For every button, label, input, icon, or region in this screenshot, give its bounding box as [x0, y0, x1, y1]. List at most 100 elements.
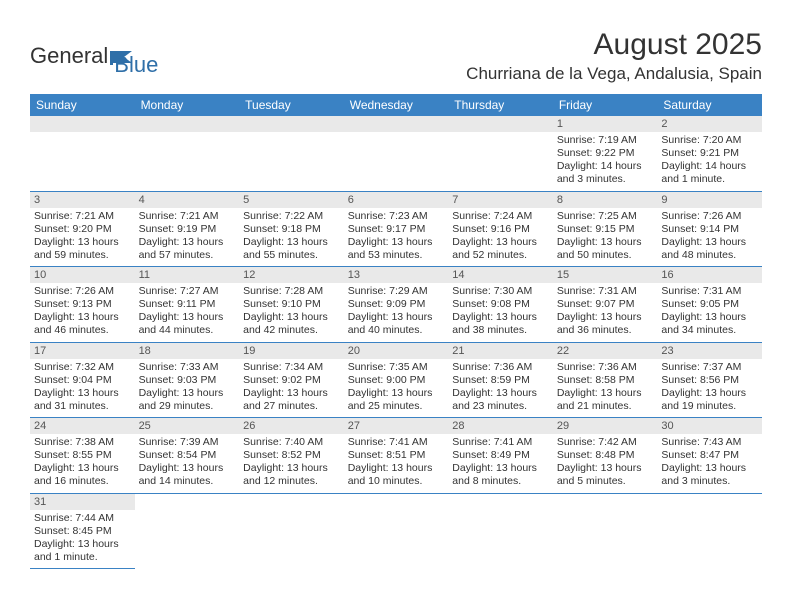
- daylight-line: Daylight: 13 hours and 36 minutes.: [557, 311, 654, 337]
- day-number: 16: [657, 267, 762, 283]
- sunrise-line: Sunrise: 7:21 AM: [139, 210, 236, 223]
- daylight-line: Daylight: 13 hours and 38 minutes.: [452, 311, 549, 337]
- day-details: Sunrise: 7:24 AMSunset: 9:16 PMDaylight:…: [448, 208, 553, 267]
- daylight-line: Daylight: 13 hours and 59 minutes.: [34, 236, 131, 262]
- day-cell: 18Sunrise: 7:33 AMSunset: 9:03 PMDayligh…: [135, 343, 240, 419]
- sunset-line: Sunset: 9:16 PM: [452, 223, 549, 236]
- day-details: Sunrise: 7:36 AMSunset: 8:58 PMDaylight:…: [553, 359, 658, 418]
- day-number: 25: [135, 418, 240, 434]
- day-number: 5: [239, 192, 344, 208]
- day-number: 24: [30, 418, 135, 434]
- logo-text-general: General: [30, 43, 108, 69]
- empty-cell: [344, 116, 449, 192]
- sunset-line: Sunset: 9:19 PM: [139, 223, 236, 236]
- dow-header: Thursday: [448, 94, 553, 116]
- day-cell: 27Sunrise: 7:41 AMSunset: 8:51 PMDayligh…: [344, 418, 449, 494]
- sunset-line: Sunset: 9:04 PM: [34, 374, 131, 387]
- day-details: Sunrise: 7:22 AMSunset: 9:18 PMDaylight:…: [239, 208, 344, 267]
- day-cell: 24Sunrise: 7:38 AMSunset: 8:55 PMDayligh…: [30, 418, 135, 494]
- daylight-line: Daylight: 13 hours and 48 minutes.: [661, 236, 758, 262]
- day-details: Sunrise: 7:32 AMSunset: 9:04 PMDaylight:…: [30, 359, 135, 418]
- sunrise-line: Sunrise: 7:41 AM: [452, 436, 549, 449]
- dow-header: Friday: [553, 94, 658, 116]
- sunrise-line: Sunrise: 7:28 AM: [243, 285, 340, 298]
- sunset-line: Sunset: 8:45 PM: [34, 525, 131, 538]
- day-details: Sunrise: 7:25 AMSunset: 9:15 PMDaylight:…: [553, 208, 658, 267]
- daylight-line: Daylight: 14 hours and 3 minutes.: [557, 160, 654, 186]
- sunrise-line: Sunrise: 7:37 AM: [661, 361, 758, 374]
- day-details: Sunrise: 7:37 AMSunset: 8:56 PMDaylight:…: [657, 359, 762, 418]
- sunset-line: Sunset: 8:55 PM: [34, 449, 131, 462]
- daylight-line: Daylight: 13 hours and 44 minutes.: [139, 311, 236, 337]
- sunset-line: Sunset: 8:59 PM: [452, 374, 549, 387]
- sunrise-line: Sunrise: 7:39 AM: [139, 436, 236, 449]
- daylight-line: Daylight: 13 hours and 31 minutes.: [34, 387, 131, 413]
- day-details: Sunrise: 7:44 AMSunset: 8:45 PMDaylight:…: [30, 510, 135, 569]
- day-details: Sunrise: 7:27 AMSunset: 9:11 PMDaylight:…: [135, 283, 240, 342]
- day-details: Sunrise: 7:40 AMSunset: 8:52 PMDaylight:…: [239, 434, 344, 493]
- day-number: 10: [30, 267, 135, 283]
- dow-header: Sunday: [30, 94, 135, 116]
- sunrise-line: Sunrise: 7:31 AM: [661, 285, 758, 298]
- sunset-line: Sunset: 9:18 PM: [243, 223, 340, 236]
- sunrise-line: Sunrise: 7:44 AM: [34, 512, 131, 525]
- sunset-line: Sunset: 9:13 PM: [34, 298, 131, 311]
- sunrise-line: Sunrise: 7:19 AM: [557, 134, 654, 147]
- day-cell: 6Sunrise: 7:23 AMSunset: 9:17 PMDaylight…: [344, 192, 449, 268]
- day-details: Sunrise: 7:21 AMSunset: 9:20 PMDaylight:…: [30, 208, 135, 267]
- day-cell: 8Sunrise: 7:25 AMSunset: 9:15 PMDaylight…: [553, 192, 658, 268]
- sunset-line: Sunset: 9:02 PM: [243, 374, 340, 387]
- daylight-line: Daylight: 13 hours and 14 minutes.: [139, 462, 236, 488]
- sunrise-line: Sunrise: 7:24 AM: [452, 210, 549, 223]
- daylight-line: Daylight: 13 hours and 34 minutes.: [661, 311, 758, 337]
- sunset-line: Sunset: 8:58 PM: [557, 374, 654, 387]
- daylight-line: Daylight: 13 hours and 25 minutes.: [348, 387, 445, 413]
- day-details: Sunrise: 7:33 AMSunset: 9:03 PMDaylight:…: [135, 359, 240, 418]
- day-cell: 15Sunrise: 7:31 AMSunset: 9:07 PMDayligh…: [553, 267, 658, 343]
- day-details: Sunrise: 7:41 AMSunset: 8:51 PMDaylight:…: [344, 434, 449, 493]
- sunset-line: Sunset: 9:08 PM: [452, 298, 549, 311]
- sunrise-line: Sunrise: 7:36 AM: [452, 361, 549, 374]
- sunrise-line: Sunrise: 7:41 AM: [348, 436, 445, 449]
- dow-header: Tuesday: [239, 94, 344, 116]
- empty-cell: [135, 116, 240, 192]
- day-number: 27: [344, 418, 449, 434]
- day-details: Sunrise: 7:19 AMSunset: 9:22 PMDaylight:…: [553, 132, 658, 191]
- day-number: 20: [344, 343, 449, 359]
- day-cell: 23Sunrise: 7:37 AMSunset: 8:56 PMDayligh…: [657, 343, 762, 419]
- dow-header: Wednesday: [344, 94, 449, 116]
- sunrise-line: Sunrise: 7:30 AM: [452, 285, 549, 298]
- location: Churriana de la Vega, Andalusia, Spain: [466, 64, 762, 84]
- day-number: 8: [553, 192, 658, 208]
- dow-header: Saturday: [657, 94, 762, 116]
- day-details: Sunrise: 7:26 AMSunset: 9:14 PMDaylight:…: [657, 208, 762, 267]
- sunrise-line: Sunrise: 7:23 AM: [348, 210, 445, 223]
- sunset-line: Sunset: 9:14 PM: [661, 223, 758, 236]
- daylight-line: Daylight: 13 hours and 12 minutes.: [243, 462, 340, 488]
- sunset-line: Sunset: 9:05 PM: [661, 298, 758, 311]
- day-number: 14: [448, 267, 553, 283]
- day-number: 29: [553, 418, 658, 434]
- header: General Blue August 2025 Churriana de la…: [30, 28, 762, 84]
- sunset-line: Sunset: 9:10 PM: [243, 298, 340, 311]
- daylight-line: Daylight: 13 hours and 53 minutes.: [348, 236, 445, 262]
- sunrise-line: Sunrise: 7:29 AM: [348, 285, 445, 298]
- logo-text-blue: Blue: [114, 52, 158, 78]
- day-cell: 11Sunrise: 7:27 AMSunset: 9:11 PMDayligh…: [135, 267, 240, 343]
- day-details: Sunrise: 7:41 AMSunset: 8:49 PMDaylight:…: [448, 434, 553, 493]
- sunset-line: Sunset: 8:51 PM: [348, 449, 445, 462]
- day-cell: 30Sunrise: 7:43 AMSunset: 8:47 PMDayligh…: [657, 418, 762, 494]
- daylight-line: Daylight: 13 hours and 27 minutes.: [243, 387, 340, 413]
- day-details: Sunrise: 7:26 AMSunset: 9:13 PMDaylight:…: [30, 283, 135, 342]
- daylight-line: Daylight: 13 hours and 42 minutes.: [243, 311, 340, 337]
- day-number: 19: [239, 343, 344, 359]
- logo: General Blue: [30, 34, 158, 78]
- day-cell: 25Sunrise: 7:39 AMSunset: 8:54 PMDayligh…: [135, 418, 240, 494]
- day-number: 18: [135, 343, 240, 359]
- day-details: Sunrise: 7:30 AMSunset: 9:08 PMDaylight:…: [448, 283, 553, 342]
- sunset-line: Sunset: 9:09 PM: [348, 298, 445, 311]
- day-cell: 12 Sunrise: 7:28 AMSunset: 9:10 PMDayligh…: [239, 267, 344, 343]
- daylight-line: Daylight: 13 hours and 46 minutes.: [34, 311, 131, 337]
- day-number: 12: [239, 267, 344, 283]
- day-cell: 1Sunrise: 7:19 AMSunset: 9:22 PMDaylight…: [553, 116, 658, 192]
